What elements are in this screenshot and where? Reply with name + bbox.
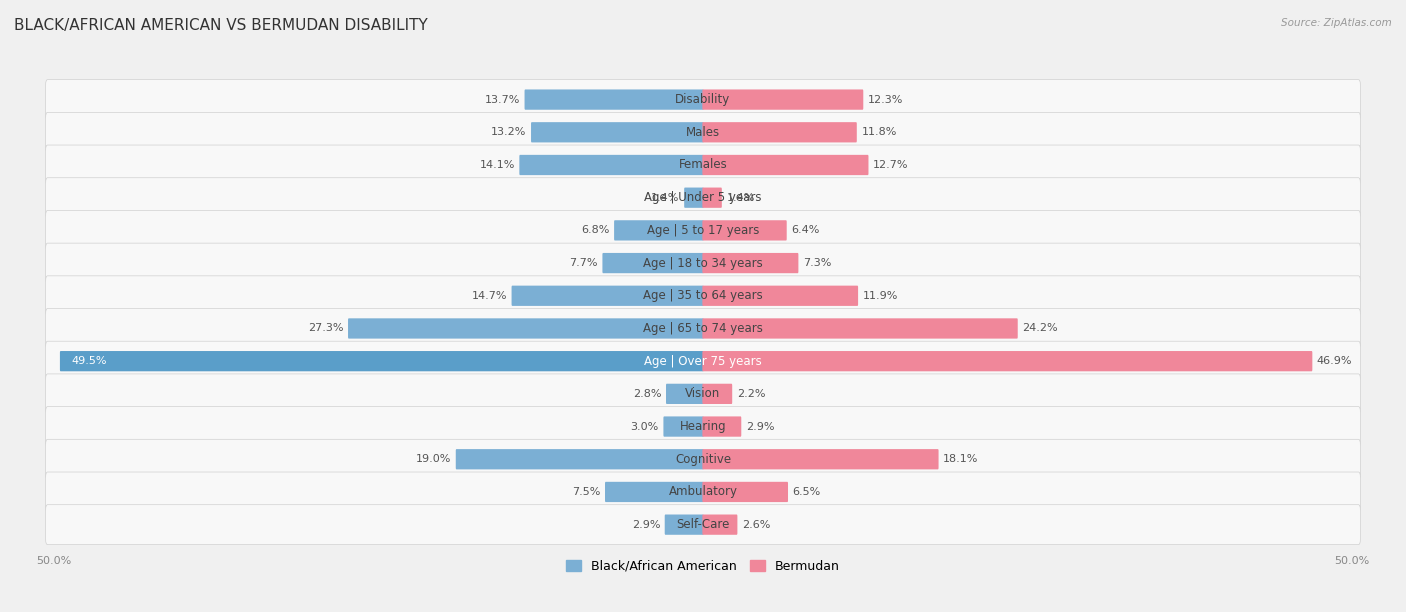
Text: BLACK/AFRICAN AMERICAN VS BERMUDAN DISABILITY: BLACK/AFRICAN AMERICAN VS BERMUDAN DISAB… (14, 18, 427, 34)
Text: 1.4%: 1.4% (651, 193, 679, 203)
Text: 13.2%: 13.2% (491, 127, 526, 137)
FancyBboxPatch shape (45, 406, 1361, 447)
Text: Age | 18 to 34 years: Age | 18 to 34 years (643, 256, 763, 269)
FancyBboxPatch shape (531, 122, 703, 143)
FancyBboxPatch shape (45, 472, 1361, 512)
FancyBboxPatch shape (665, 515, 703, 535)
FancyBboxPatch shape (45, 177, 1361, 218)
Text: 14.1%: 14.1% (479, 160, 515, 170)
Text: Vision: Vision (685, 387, 721, 400)
FancyBboxPatch shape (45, 341, 1361, 381)
FancyBboxPatch shape (45, 276, 1361, 316)
FancyBboxPatch shape (664, 416, 703, 437)
Text: 2.9%: 2.9% (745, 422, 775, 431)
FancyBboxPatch shape (456, 449, 703, 469)
Legend: Black/African American, Bermudan: Black/African American, Bermudan (561, 555, 845, 578)
Text: 2.8%: 2.8% (633, 389, 661, 399)
Text: Self-Care: Self-Care (676, 518, 730, 531)
Text: 7.7%: 7.7% (569, 258, 598, 268)
Text: Age | 5 to 17 years: Age | 5 to 17 years (647, 224, 759, 237)
Text: 6.5%: 6.5% (793, 487, 821, 497)
Text: Age | 35 to 64 years: Age | 35 to 64 years (643, 289, 763, 302)
FancyBboxPatch shape (703, 449, 939, 469)
FancyBboxPatch shape (703, 515, 737, 535)
Text: 12.3%: 12.3% (868, 95, 903, 105)
Text: 2.9%: 2.9% (631, 520, 661, 529)
FancyBboxPatch shape (703, 318, 1018, 338)
Text: 6.8%: 6.8% (581, 225, 610, 236)
FancyBboxPatch shape (703, 122, 856, 143)
Text: 12.7%: 12.7% (873, 160, 908, 170)
Text: 3.0%: 3.0% (631, 422, 659, 431)
FancyBboxPatch shape (349, 318, 703, 338)
FancyBboxPatch shape (605, 482, 703, 502)
FancyBboxPatch shape (45, 374, 1361, 414)
FancyBboxPatch shape (703, 220, 787, 241)
FancyBboxPatch shape (602, 253, 703, 273)
Text: Source: ZipAtlas.com: Source: ZipAtlas.com (1281, 18, 1392, 28)
FancyBboxPatch shape (45, 80, 1361, 119)
Text: 11.8%: 11.8% (862, 127, 897, 137)
FancyBboxPatch shape (45, 505, 1361, 545)
Text: 18.1%: 18.1% (943, 454, 979, 465)
FancyBboxPatch shape (519, 155, 703, 175)
Text: 13.7%: 13.7% (485, 95, 520, 105)
Text: 49.5%: 49.5% (70, 356, 107, 366)
FancyBboxPatch shape (524, 89, 703, 110)
FancyBboxPatch shape (45, 145, 1361, 185)
FancyBboxPatch shape (703, 155, 869, 175)
FancyBboxPatch shape (512, 286, 703, 306)
FancyBboxPatch shape (45, 113, 1361, 152)
FancyBboxPatch shape (703, 482, 787, 502)
Text: Disability: Disability (675, 93, 731, 106)
Text: Males: Males (686, 126, 720, 139)
FancyBboxPatch shape (703, 253, 799, 273)
Text: Age | 65 to 74 years: Age | 65 to 74 years (643, 322, 763, 335)
FancyBboxPatch shape (703, 384, 733, 404)
Text: 24.2%: 24.2% (1022, 324, 1057, 334)
Text: Age | Over 75 years: Age | Over 75 years (644, 355, 762, 368)
FancyBboxPatch shape (45, 439, 1361, 479)
Text: 7.3%: 7.3% (803, 258, 831, 268)
FancyBboxPatch shape (666, 384, 703, 404)
FancyBboxPatch shape (45, 243, 1361, 283)
Text: 46.9%: 46.9% (1317, 356, 1353, 366)
FancyBboxPatch shape (45, 308, 1361, 348)
Text: Females: Females (679, 159, 727, 171)
FancyBboxPatch shape (685, 187, 703, 208)
Text: 14.7%: 14.7% (471, 291, 508, 300)
Text: 19.0%: 19.0% (416, 454, 451, 465)
FancyBboxPatch shape (60, 351, 703, 371)
Text: Age | Under 5 years: Age | Under 5 years (644, 191, 762, 204)
FancyBboxPatch shape (45, 211, 1361, 250)
Text: 2.6%: 2.6% (742, 520, 770, 529)
Text: 1.4%: 1.4% (727, 193, 755, 203)
Text: 7.5%: 7.5% (572, 487, 600, 497)
Text: Ambulatory: Ambulatory (668, 485, 738, 498)
FancyBboxPatch shape (703, 89, 863, 110)
FancyBboxPatch shape (614, 220, 703, 241)
FancyBboxPatch shape (703, 286, 858, 306)
Text: Hearing: Hearing (679, 420, 727, 433)
Text: Cognitive: Cognitive (675, 453, 731, 466)
FancyBboxPatch shape (703, 187, 721, 208)
Text: 27.3%: 27.3% (308, 324, 343, 334)
Text: 11.9%: 11.9% (863, 291, 898, 300)
FancyBboxPatch shape (703, 416, 741, 437)
Text: 6.4%: 6.4% (792, 225, 820, 236)
FancyBboxPatch shape (703, 351, 1312, 371)
Text: 2.2%: 2.2% (737, 389, 765, 399)
